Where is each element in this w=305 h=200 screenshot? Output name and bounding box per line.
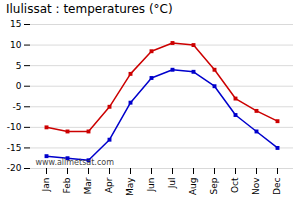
svg-text:Nov: Nov	[251, 177, 261, 195]
svg-text:Sep: Sep	[209, 177, 219, 194]
svg-text:Jan: Jan	[41, 178, 51, 193]
svg-text:-5: -5	[13, 102, 22, 112]
svg-text:-20: -20	[7, 163, 22, 173]
svg-text:-10: -10	[7, 122, 22, 132]
svg-text:5: 5	[16, 61, 22, 71]
svg-text:10: 10	[10, 40, 22, 50]
svg-text:Mar: Mar	[83, 177, 93, 194]
svg-text:Jul: Jul	[167, 178, 177, 190]
svg-text:Oct: Oct	[230, 177, 240, 193]
svg-text:www.allmetsat.com: www.allmetsat.com	[36, 158, 115, 167]
svg-text:Feb: Feb	[62, 177, 72, 193]
html-text:Ilulissat : temperatures (°C): Ilulissat : temperatures (°C)	[6, 2, 173, 16]
svg-text:Jun: Jun	[146, 178, 156, 193]
svg-text:Dec: Dec	[272, 177, 282, 194]
svg-text:-15: -15	[7, 143, 22, 153]
svg-text:15: 15	[10, 19, 21, 29]
svg-text:Apr: Apr	[104, 177, 114, 193]
svg-text:May: May	[125, 177, 135, 196]
svg-text:Aug: Aug	[188, 178, 198, 196]
svg-text:0: 0	[16, 81, 22, 91]
